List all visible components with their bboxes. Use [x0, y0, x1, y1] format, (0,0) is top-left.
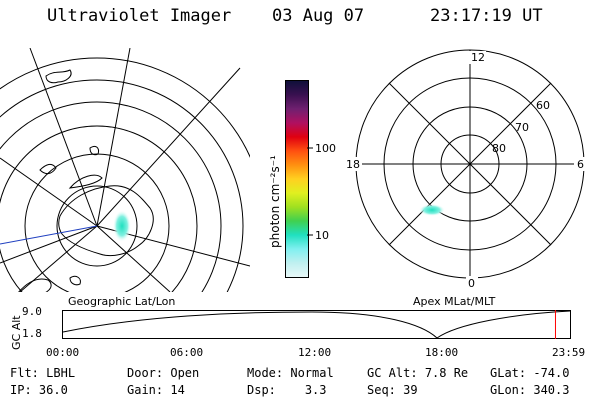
mlat-label-60: 60	[536, 99, 550, 112]
instrument-title: Ultraviolet Imager	[47, 6, 232, 26]
time-tick-0600: 06:00	[170, 346, 204, 359]
polar-map: 12 6 0 18 60 70 80	[344, 49, 588, 290]
aurora-emission-geo	[113, 210, 131, 242]
time-tick-1200: 12:00	[298, 346, 332, 359]
aurora-emission-polar	[419, 204, 445, 216]
observation-time: 23:17:19 UT	[430, 6, 543, 26]
mlat-label-80: 80	[492, 142, 506, 155]
mlt-label-6: 6	[577, 158, 584, 171]
status-dsp: Dsp: 3.3	[247, 383, 327, 397]
geo-map-caption: Geographic Lat/Lon	[68, 295, 176, 308]
status-mode: Mode: Normal	[247, 366, 334, 380]
status-glat: GLat: -74.0	[490, 366, 570, 380]
status-gc-alt: GC Alt: 7.8 Re	[367, 366, 469, 380]
status-gain: Gain: 14	[127, 383, 185, 397]
colorbar	[285, 80, 309, 278]
colorbar-tick-10: 10	[315, 229, 329, 242]
mlt-label-0: 0	[468, 277, 475, 290]
mlt-label-18: 18	[346, 158, 360, 171]
altitude-tick-min: 1.8	[22, 327, 42, 340]
altitude-tick-max: 9.0	[22, 305, 42, 318]
status-glon: GLon: 340.3	[490, 383, 570, 397]
status-door: Door: Open	[127, 366, 200, 380]
polar-map-caption: Apex MLat/MLT	[413, 295, 496, 308]
time-tick-2359: 23:59	[552, 346, 586, 359]
time-tick-0000: 00:00	[46, 346, 80, 359]
colorbar-scale: 100 10	[307, 142, 336, 242]
altitude-plot	[62, 310, 571, 339]
observation-date: 03 Aug 07	[272, 6, 365, 26]
status-flt: Flt: LBHL	[10, 366, 76, 380]
geographic-map	[0, 48, 250, 292]
colorbar-label: photon cm⁻²s⁻¹	[268, 155, 282, 248]
mlat-label-70: 70	[515, 121, 529, 134]
colorbar-tick-100: 100	[315, 142, 336, 155]
status-seq: Seq: 39	[367, 383, 418, 397]
status-ip: IP: 36.0	[10, 383, 68, 397]
time-tick-1800: 18:00	[425, 346, 459, 359]
mlt-label-12: 12	[471, 51, 485, 64]
